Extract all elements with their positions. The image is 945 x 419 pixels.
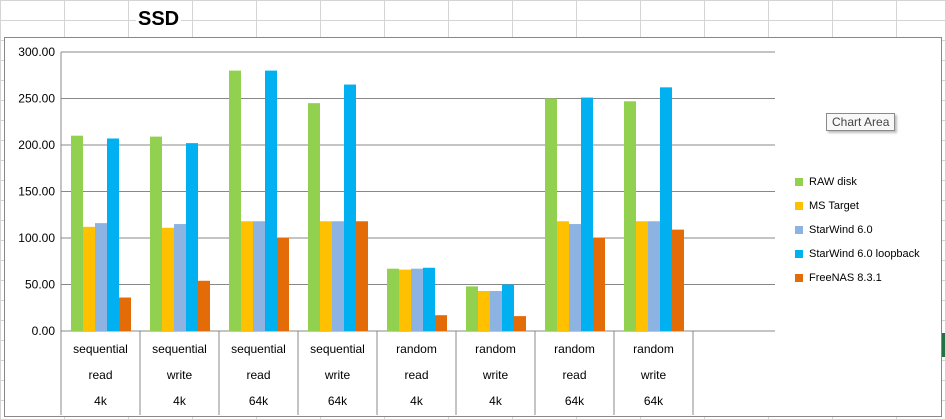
- bar: [514, 316, 526, 331]
- bar: [648, 221, 660, 331]
- x-category-label: write: [640, 368, 667, 382]
- bar: [593, 238, 605, 331]
- legend-item[interactable]: MS Target: [795, 194, 943, 218]
- bar: [174, 224, 186, 331]
- legend-swatch: [795, 250, 803, 258]
- x-category-label: random: [475, 342, 516, 356]
- bar: [356, 221, 368, 331]
- bar: [308, 103, 320, 332]
- x-category-label: write: [482, 368, 509, 382]
- bar: [569, 224, 581, 331]
- x-category-label: sequential: [152, 342, 207, 356]
- bar: [581, 97, 593, 331]
- legend-label: MS Target: [809, 200, 859, 212]
- bar: [624, 101, 636, 331]
- bar: [253, 221, 265, 331]
- x-category-label: read: [404, 368, 428, 382]
- bar: [265, 70, 277, 331]
- bar: [83, 226, 95, 331]
- legend-item[interactable]: RAW disk: [795, 170, 943, 194]
- bar: [162, 227, 174, 331]
- chart-legend[interactable]: RAW disk MS Target StarWind 6.0 StarWind 6.…: [795, 170, 943, 290]
- bar: [277, 238, 289, 331]
- legend-swatch: [795, 226, 803, 234]
- bar: [399, 269, 411, 331]
- x-category-label: read: [88, 368, 112, 382]
- chart-area-tooltip: Chart Area: [826, 113, 896, 131]
- x-category-label: 64k: [328, 394, 348, 408]
- legend-label: StarWind 6.0: [809, 224, 873, 236]
- bar: [423, 267, 435, 331]
- legend-item[interactable]: FreeNAS 8.3.1: [795, 266, 943, 290]
- bar: [107, 138, 119, 331]
- y-tick-label: 150.00: [18, 185, 55, 199]
- bar: [387, 268, 399, 331]
- bar: [229, 70, 241, 331]
- legend-swatch: [795, 274, 803, 282]
- legend-swatch: [795, 178, 803, 186]
- legend-label: FreeNAS 8.3.1: [809, 272, 882, 284]
- bar: [545, 98, 557, 331]
- legend-item[interactable]: StarWind 6.0: [795, 218, 943, 242]
- x-category-label: random: [396, 342, 437, 356]
- bar: [557, 221, 569, 331]
- x-category-label: 64k: [565, 394, 585, 408]
- bar: [320, 221, 332, 331]
- bar: [478, 291, 490, 331]
- bar: [95, 223, 107, 331]
- bar: [636, 221, 648, 331]
- bar: [332, 221, 344, 331]
- x-category-label: sequential: [231, 342, 286, 356]
- legend-swatch: [795, 202, 803, 210]
- x-category-label: write: [324, 368, 351, 382]
- x-category-label: 64k: [249, 394, 269, 408]
- bar: [71, 135, 83, 331]
- chart-area[interactable]: 0.00 50.00 100.00 150.00 200.00 250.00 300.00 s…: [4, 37, 942, 417]
- y-tick-label: 0.00: [32, 324, 56, 338]
- x-category-label: 64k: [644, 394, 664, 408]
- sheet-edge-marker: [942, 333, 945, 357]
- y-tick-label: 50.00: [25, 278, 55, 292]
- y-tick-label: 300.00: [18, 45, 55, 59]
- x-category-label: 4k: [489, 394, 503, 408]
- x-category-label: sequential: [73, 342, 128, 356]
- legend-item[interactable]: StarWind 6.0 loopback: [795, 242, 943, 266]
- legend-label: StarWind 6.0 loopback: [809, 248, 920, 260]
- bar: [466, 286, 478, 331]
- sheet-title: SSD: [136, 8, 182, 31]
- x-category-label: random: [633, 342, 674, 356]
- x-category-label: 4k: [173, 394, 187, 408]
- x-category-label: 4k: [94, 394, 108, 408]
- bar: [241, 221, 253, 331]
- y-tick-label: 200.00: [18, 138, 55, 152]
- y-tick-label: 100.00: [18, 231, 55, 245]
- x-category-label: write: [166, 368, 193, 382]
- x-category-label: read: [562, 368, 586, 382]
- bar: [186, 143, 198, 331]
- bar: [198, 280, 210, 331]
- bar: [672, 229, 684, 331]
- bar: [435, 315, 447, 331]
- x-category-label: sequential: [310, 342, 365, 356]
- bar-chart[interactable]: 0.00 50.00 100.00 150.00 200.00 250.00 300.00 s…: [5, 38, 941, 416]
- legend-label: RAW disk: [809, 176, 857, 188]
- bar: [490, 291, 502, 331]
- bar: [502, 284, 514, 331]
- x-category-label: read: [246, 368, 270, 382]
- bar: [150, 136, 162, 331]
- bar: [660, 87, 672, 331]
- x-category-label: 4k: [410, 394, 424, 408]
- bar: [411, 268, 423, 331]
- bar: [119, 297, 131, 331]
- bar: [344, 84, 356, 331]
- x-category-label: random: [554, 342, 595, 356]
- y-tick-label: 250.00: [18, 92, 55, 106]
